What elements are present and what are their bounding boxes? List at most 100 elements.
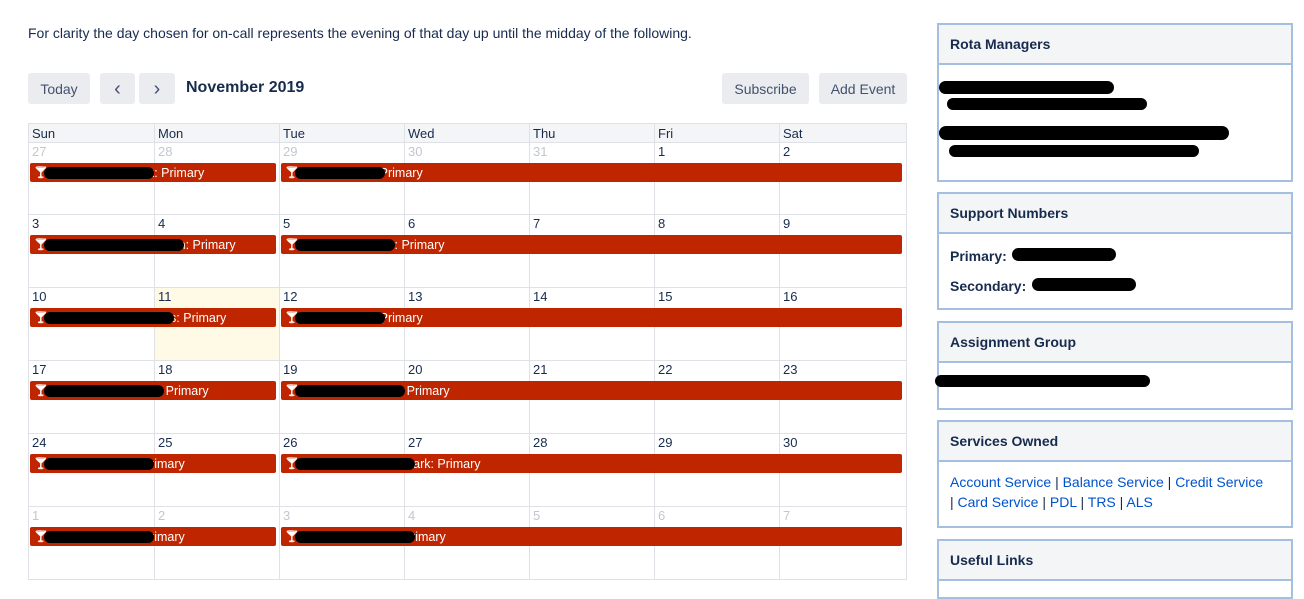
redaction	[295, 531, 415, 543]
day-cell[interactable]: 12	[279, 288, 404, 360]
on-call-event[interactable]: 🍸 llis: Primary	[30, 308, 276, 327]
day-cell[interactable]: 1	[29, 507, 154, 579]
week-row: 24 25 26 27 28 29 30 🍸 Primary 🍸 Mark: Primary	[28, 434, 907, 507]
week-row: 10 11 12 13 14 15 16 🍸 llis: Primary 🍸: Primary	[28, 288, 907, 361]
calendar-toolbar: Today ‹ › November 2019 Subscribe Add Ev…	[28, 73, 907, 104]
chevron-right-icon: ›	[153, 77, 161, 100]
day-number: 26	[283, 435, 298, 450]
secondary-number-label: Secondary:	[950, 278, 1027, 294]
day-cell[interactable]: 3	[279, 507, 404, 579]
weekday-sat: Sat	[779, 124, 904, 142]
event-label: ck: Primary	[141, 165, 205, 180]
redaction	[44, 458, 154, 470]
day-number: 25	[158, 435, 173, 450]
redaction	[44, 239, 184, 251]
service-link[interactable]: ALS	[1126, 494, 1153, 510]
prev-month-button[interactable]: ‹	[100, 73, 135, 104]
services-list: Account Service | Balance Service | Cred…	[950, 474, 1264, 510]
day-number: 28	[533, 435, 548, 450]
service-link[interactable]: Account Service	[950, 474, 1052, 490]
weekday-mon: Mon	[154, 124, 279, 142]
day-number: 20	[408, 362, 423, 377]
support-numbers-body: Primary: Secondary:	[939, 234, 1291, 310]
redaction	[295, 312, 385, 324]
on-call-event[interactable]: 🍸 ck: Primary	[30, 163, 276, 182]
next-month-button[interactable]: ›	[139, 73, 175, 104]
on-call-event[interactable]: 🍸 Primary	[281, 527, 902, 546]
day-number: 27	[32, 144, 47, 159]
redaction	[1032, 278, 1136, 291]
day-number: 12	[283, 289, 298, 304]
service-link[interactable]: TRS	[1087, 494, 1116, 510]
service-link[interactable]: PDL	[1049, 494, 1077, 510]
weekday-fri: Fri	[654, 124, 779, 142]
day-number: 4	[158, 216, 166, 231]
service-link[interactable]: Card Service	[957, 494, 1039, 510]
assignment-group-panel: Assignment Group	[935, 321, 1293, 410]
day-number: 28	[158, 144, 173, 159]
day-number: 30	[783, 435, 798, 450]
day-number: 9	[783, 216, 791, 231]
on-call-event[interactable]: 🍸 Primary	[30, 527, 276, 546]
event-label: n: Primary	[151, 383, 209, 398]
day-cell[interactable]: 26	[279, 434, 404, 506]
event-label: : Primary	[372, 310, 423, 325]
today-button[interactable]: Today	[28, 73, 90, 104]
panel-title: Support Numbers	[939, 194, 1291, 234]
day-cell[interactable]: 17	[29, 361, 154, 433]
weekday-header: Sun Mon Tue Wed Thu Fri Sat	[28, 123, 907, 142]
rota-managers-panel: Rota Managers	[937, 23, 1293, 182]
primary-number-label: Primary:	[950, 248, 1007, 264]
on-call-event[interactable]: 🍸 an: Primary	[30, 235, 276, 254]
redaction	[44, 312, 174, 324]
day-cell[interactable]: 10	[29, 288, 154, 360]
service-link[interactable]: Credit Service	[1175, 474, 1264, 490]
day-number: 15	[658, 289, 673, 304]
useful-links-panel: Useful Links	[937, 539, 1293, 599]
day-number: 27	[408, 435, 423, 450]
on-call-event[interactable]: 🍸 Mark: Primary	[281, 454, 902, 473]
event-label: n: Primary	[392, 383, 450, 398]
on-call-event[interactable]: 🍸: Primary	[281, 308, 902, 327]
day-number: 4	[408, 508, 416, 523]
day-cell[interactable]: 27	[29, 143, 154, 214]
day-number: 1	[658, 144, 666, 159]
calendar-grid: Sun Mon Tue Wed Thu Fri Sat 27 28 29 30 31 1 2 🍸 ck: P…	[28, 123, 907, 580]
day-cell[interactable]: 19	[279, 361, 404, 433]
weekday-tue: Tue	[279, 124, 404, 142]
day-number: 1	[32, 508, 40, 523]
redaction	[295, 385, 405, 397]
month-title: November 2019	[186, 79, 305, 96]
on-call-event[interactable]: 🍸 n: Primary	[30, 381, 276, 400]
day-cell[interactable]: 3	[29, 215, 154, 287]
redaction	[1012, 248, 1116, 261]
on-call-event[interactable]: 🍸: Primary	[281, 163, 902, 182]
day-cell[interactable]: 29	[279, 143, 404, 214]
week-row: 3 4 5 6 7 8 9 🍸 an: Primary 🍸 lis: Primary	[28, 215, 907, 288]
add-event-button[interactable]: Add Event	[819, 73, 907, 104]
day-number: 8	[658, 216, 666, 231]
subscribe-button[interactable]: Subscribe	[722, 73, 809, 104]
redaction	[44, 385, 164, 397]
day-number: 10	[32, 289, 47, 304]
day-cell[interactable]: 5	[279, 215, 404, 287]
on-call-event[interactable]: 🍸 n: Primary	[281, 381, 902, 400]
redaction	[935, 375, 1150, 387]
day-number: 22	[658, 362, 673, 377]
panel-title: Services Owned	[939, 422, 1291, 462]
day-number: 29	[658, 435, 673, 450]
day-number: 11	[158, 289, 172, 304]
redaction	[939, 126, 1229, 140]
redaction	[295, 167, 385, 179]
on-call-event[interactable]: 🍸 lis: Primary	[281, 235, 902, 254]
day-number: 2	[158, 508, 166, 523]
day-number: 19	[283, 362, 298, 377]
day-number: 14	[533, 289, 548, 304]
on-call-event[interactable]: 🍸 Primary	[30, 454, 276, 473]
event-label: llis: Primary	[161, 310, 227, 325]
day-number: 24	[32, 435, 47, 450]
services-owned-panel: Services Owned Account Service | Balance…	[937, 420, 1293, 528]
weekday-wed: Wed	[404, 124, 529, 142]
service-link[interactable]: Balance Service	[1062, 474, 1164, 490]
day-cell[interactable]: 24	[29, 434, 154, 506]
